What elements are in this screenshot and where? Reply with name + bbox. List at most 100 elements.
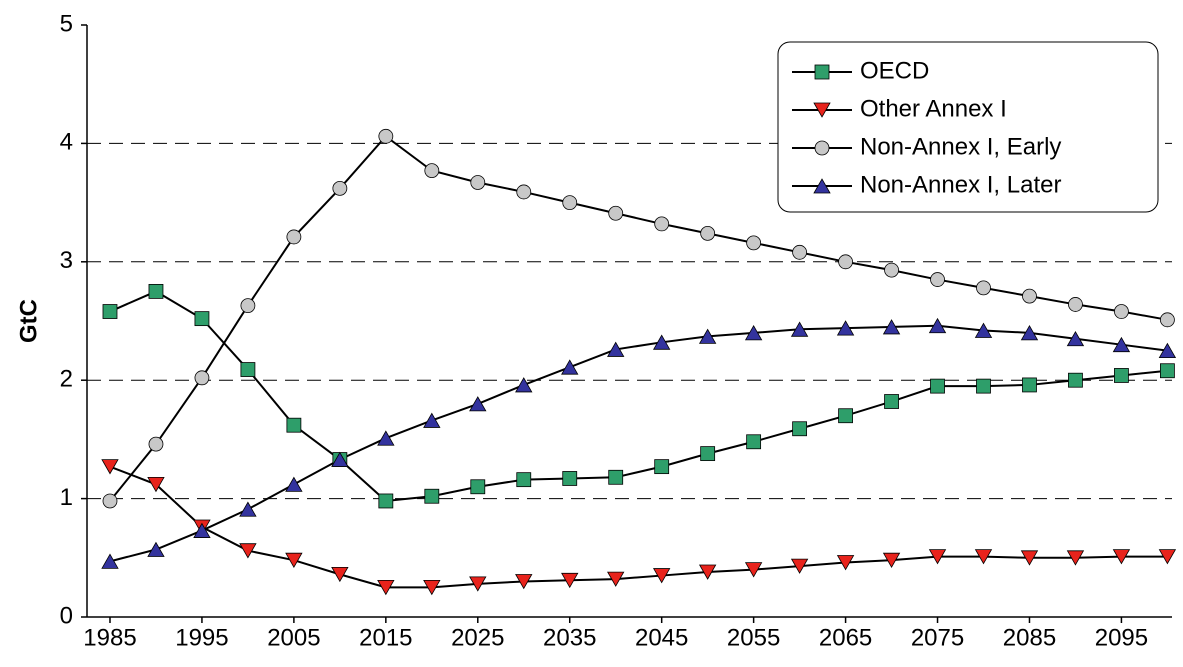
marker [1022,288,1037,304]
marker [561,359,579,375]
marker [286,417,302,433]
marker [1112,549,1131,565]
marker [423,580,441,596]
marker [698,328,717,344]
marker [1066,330,1085,347]
marker [976,378,991,394]
marker [194,311,210,327]
marker [378,128,394,144]
marker [515,574,533,590]
marker [102,304,118,319]
marker [1160,312,1175,328]
x-tick-label: 1985 [83,624,136,651]
marker [1022,377,1037,393]
marker [470,175,486,190]
marker [1160,363,1175,379]
marker [882,319,901,335]
marker [378,493,394,509]
marker [102,493,118,509]
marker [930,378,945,394]
marker [652,568,671,584]
marker [240,298,256,314]
marker [790,321,809,337]
marker [700,446,716,462]
series-line [109,324,1168,563]
legend-label: Other Annex I [860,95,1007,122]
marker [101,459,119,475]
marker [469,396,487,412]
series-line [109,290,1168,503]
x-tick-label: 2035 [543,624,596,651]
marker [331,451,349,467]
legend-marker [813,102,831,118]
marker [928,317,947,334]
marker [1114,304,1129,319]
marker [239,543,257,559]
marker [239,501,257,517]
marker [424,163,440,179]
marker [286,229,302,245]
y-tick-label: 0 [60,602,73,629]
x-tick-label: 2045 [635,624,688,651]
legend-label: Non-Annex I, Early [860,133,1061,160]
x-tick-label: 2055 [727,624,780,651]
marker [332,180,348,196]
y-axis-label: GtC [15,299,42,343]
marker [1020,550,1039,566]
y-tick-label: 4 [60,129,73,156]
marker [607,571,625,587]
marker [654,459,670,475]
marker [193,522,211,538]
marker [746,434,762,450]
marker [882,552,901,568]
series-line [109,134,1168,502]
marker [608,469,624,485]
marker [562,471,578,486]
x-tick-label: 2065 [819,624,872,651]
marker [1020,325,1039,341]
marker [744,562,763,578]
marker [976,280,991,296]
marker [1112,336,1131,353]
marker [928,549,947,565]
legend-marker [813,178,831,194]
marker [698,564,717,580]
marker [285,552,303,568]
marker [424,488,440,504]
marker [147,476,165,493]
marker [1066,550,1085,566]
marker [838,254,853,270]
marker [792,244,808,260]
marker [515,377,533,393]
marker [562,195,578,211]
marker [147,541,165,557]
marker [1158,549,1177,565]
marker [516,472,532,488]
x-tick-label: 2025 [451,624,504,651]
x-tick-label: 1995 [175,624,228,651]
marker [700,225,716,241]
marker [377,580,395,596]
marker [1158,342,1177,359]
marker [561,572,579,589]
marker [974,322,993,338]
marker [746,235,762,251]
marker [974,549,993,565]
x-tick-label: 2095 [1095,624,1148,651]
x-tick-label: 2015 [359,624,412,651]
legend-box [777,41,1159,213]
marker [654,216,670,232]
marker [469,576,487,592]
legend-marker [814,140,830,156]
x-tick-label: 2075 [911,624,964,651]
marker [423,412,441,428]
marker [101,553,119,569]
legend-label: Non-Annex I, Later [860,171,1061,198]
y-tick-label: 5 [60,10,73,37]
marker [377,430,395,446]
marker [194,370,210,386]
marker [836,555,855,571]
x-tick-label: 2005 [267,624,320,651]
marker [790,558,809,574]
